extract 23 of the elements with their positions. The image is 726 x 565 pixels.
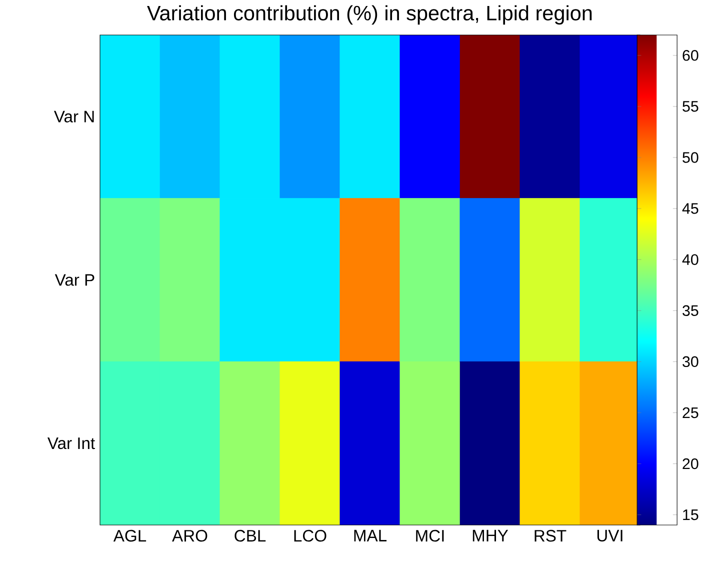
color-bar-label: 60: [682, 50, 698, 61]
chart-title: Variation contribution (%) in spectra, Lipid region: [147, 5, 592, 25]
color-bar-label: 20: [682, 458, 698, 470]
x-tick-label: MHY: [472, 530, 508, 542]
x-tick-label: MCI: [416, 530, 444, 542]
color-bar-label: 15: [683, 509, 698, 520]
color-bar-label: 35: [682, 305, 698, 316]
x-tick-label: CBL: [234, 530, 266, 542]
x-tick-label: MAL: [354, 530, 387, 542]
color-bar-label: 50: [682, 152, 698, 163]
color-bar-label: 45: [682, 203, 698, 214]
color-bar-label: 40: [682, 254, 698, 265]
x-tick-label: LCO: [294, 530, 326, 542]
y-tick-label: Var Int: [47, 438, 95, 450]
color-bar-label: 55: [682, 101, 698, 112]
x-tick-label: AGL: [113, 530, 146, 542]
x-tick-label: ARO: [172, 530, 208, 542]
color-bar-label: 30: [682, 356, 698, 368]
y-tick-label: Var P: [54, 274, 94, 286]
x-tick-label: UVI: [597, 530, 622, 542]
x-tick-label: RST: [534, 530, 566, 542]
y-tick-label: Var N: [54, 110, 94, 122]
color-bar-label: 25: [682, 407, 698, 418]
